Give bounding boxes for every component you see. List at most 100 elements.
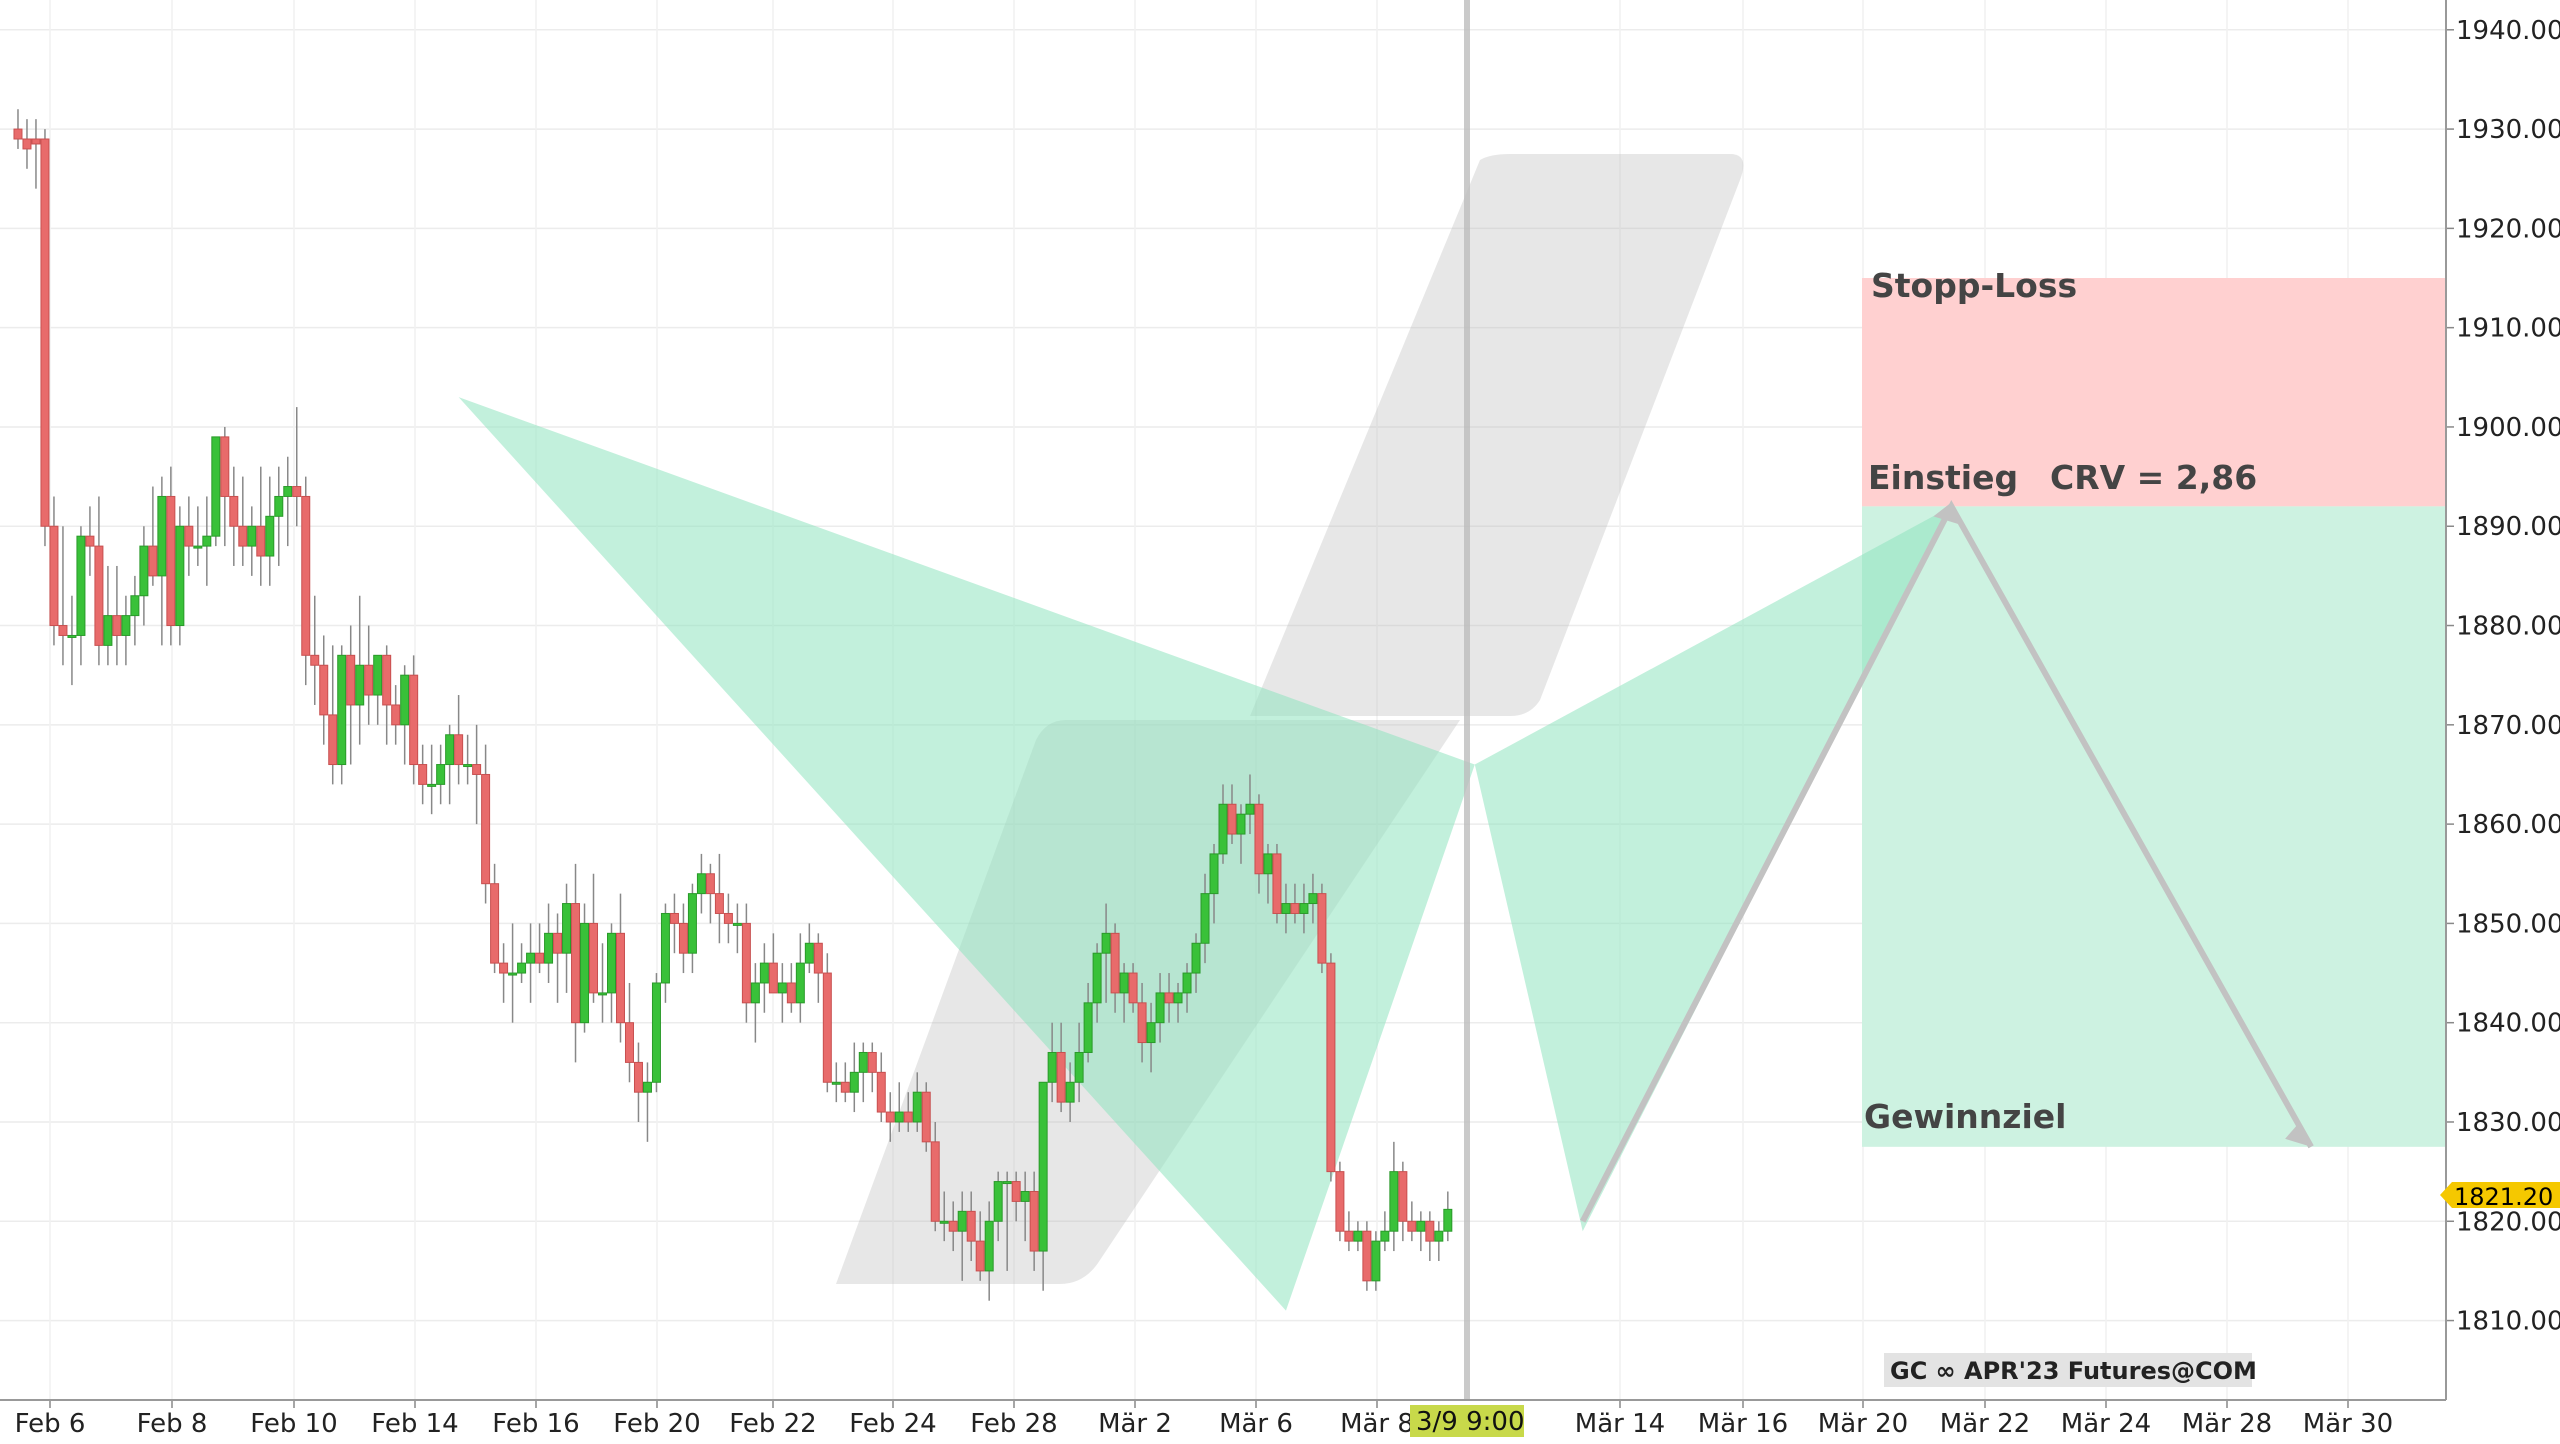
candle [1416, 1211, 1426, 1252]
candle [1299, 883, 1309, 934]
candle [508, 923, 518, 1023]
candle-body-down [840, 1081, 850, 1093]
candle-body-up [849, 1071, 859, 1093]
candle [535, 923, 545, 974]
y-tick-label: 1920.00 [2456, 214, 2560, 244]
candle-body-up [993, 1181, 1003, 1222]
candle [876, 1052, 886, 1122]
candle-body-down [1227, 803, 1237, 835]
candle [1038, 1081, 1048, 1291]
candle-body-up [831, 1081, 841, 1085]
candle-body-down [1029, 1190, 1039, 1252]
candle [544, 903, 554, 983]
candle-body-down [553, 932, 563, 954]
projection-arrowhead [2285, 1122, 2312, 1147]
candle [1173, 982, 1183, 1023]
candle [1020, 1171, 1030, 1242]
candle-body-up [696, 873, 706, 895]
candle-body-down [328, 714, 338, 766]
candle [301, 476, 311, 686]
candle [67, 595, 77, 686]
y-tick-label: 1940.00 [2456, 16, 2560, 46]
candle [1092, 943, 1102, 1023]
candle-body-down [13, 128, 23, 140]
candle-body-down [481, 773, 491, 885]
candle [1191, 933, 1201, 993]
candle [975, 1211, 985, 1281]
candle [696, 853, 706, 914]
candle [984, 1201, 994, 1301]
candle-body-up [1092, 952, 1102, 1004]
candle [1281, 883, 1291, 934]
candle-body-down [1290, 903, 1300, 914]
candle [912, 1072, 922, 1132]
candle [786, 963, 796, 1013]
candle [1335, 1161, 1345, 1242]
candle-body-down [930, 1141, 940, 1222]
candle-body-up [1236, 813, 1246, 835]
candle-body-down [1326, 962, 1336, 1173]
annotations: Stopp-Loss Einstieg CRV = 2,86 Gewinnzie… [1864, 266, 2257, 1136]
candle-body-down [723, 912, 733, 924]
candle [481, 744, 491, 904]
candle-body-up [517, 962, 527, 974]
candle [553, 913, 563, 1003]
candle-body-up [1200, 893, 1210, 944]
candle [391, 685, 401, 745]
candle-body-up [750, 982, 760, 1004]
candle-body-up [1047, 1051, 1057, 1083]
candle-body-up [526, 952, 536, 964]
x-tick-label: Feb 22 [729, 1409, 816, 1439]
candle-body-down [705, 873, 715, 895]
candle-body-up [804, 942, 814, 964]
x-tick-label: Mär 30 [2303, 1409, 2393, 1439]
y-tick-label: 1820.00 [2456, 1207, 2560, 1237]
harmonic-pattern [458, 397, 1952, 1311]
candle-body-down [409, 674, 419, 766]
candle [633, 1042, 643, 1122]
candle [1290, 883, 1300, 924]
candle-body-up [1443, 1208, 1453, 1232]
candle [22, 119, 32, 169]
candle [202, 496, 212, 586]
candle-body-up [939, 1220, 949, 1224]
candle-body-down [454, 734, 464, 766]
candle [750, 963, 760, 1043]
candle [651, 973, 661, 1093]
ghost-shape-upper [1250, 154, 1744, 716]
candle-body-down [49, 525, 59, 627]
candle-body-up [1191, 942, 1201, 974]
candle [966, 1191, 976, 1261]
candle-body-up [1155, 992, 1165, 1024]
candle-body-up [247, 525, 257, 547]
candle-body-up [130, 595, 140, 617]
x-tick-label: Mär 22 [1940, 1409, 2030, 1439]
candle [1236, 804, 1246, 864]
candle [1425, 1211, 1435, 1261]
candle-body-up [1038, 1081, 1048, 1252]
candle [1074, 1022, 1084, 1103]
candle-body-down [624, 1022, 634, 1063]
candle [903, 1092, 913, 1132]
candle [1344, 1211, 1354, 1252]
crv-label: CRV = 2,86 [2050, 458, 2257, 497]
candle [580, 903, 590, 1033]
candle [1263, 843, 1273, 904]
candle-body-down [94, 545, 104, 646]
crosshair-time-label: 3/9 9:00 [1416, 1407, 1525, 1437]
candle-body-up [1074, 1051, 1084, 1083]
x-tick-label: Feb 20 [613, 1409, 700, 1439]
candle-body-up [1263, 853, 1273, 875]
candle [454, 695, 464, 785]
candle-body-down [1425, 1220, 1435, 1242]
candle-body-up [175, 525, 185, 627]
candle [1326, 953, 1336, 1182]
candle-body-up [687, 893, 697, 954]
profit-zone [1862, 506, 2446, 1147]
candle [831, 1062, 841, 1103]
stop-loss-zone [1862, 278, 2446, 507]
candle [858, 1042, 868, 1103]
candle [49, 496, 59, 646]
candle-body-up [427, 783, 437, 787]
